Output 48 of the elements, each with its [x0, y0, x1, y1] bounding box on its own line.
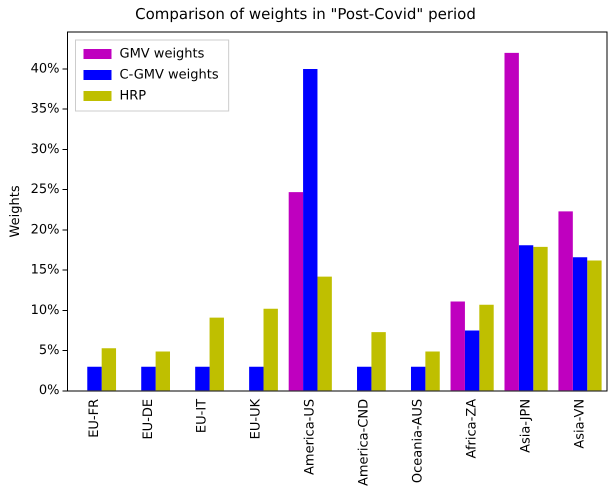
chart-title: Comparison of weights in "Post-Covid" period	[135, 4, 476, 23]
bar	[425, 351, 440, 390]
y-tick-label: 10%	[30, 302, 60, 318]
bar	[479, 304, 494, 390]
legend-label: HRP	[119, 88, 146, 104]
bar	[533, 246, 548, 390]
bar	[464, 330, 480, 390]
x-tick-label: America-US	[302, 398, 318, 475]
bar	[518, 245, 534, 390]
x-tick-label: EU-IT	[194, 398, 210, 434]
bar	[317, 276, 332, 390]
y-tick-label: 30%	[30, 142, 60, 157]
bar	[558, 211, 573, 390]
y-tick-label: 25%	[30, 182, 60, 198]
x-tick-label: Oceania-AUS	[410, 398, 426, 484]
bar	[587, 260, 602, 390]
x-tick-label: EU-FR	[86, 398, 102, 438]
y-tick-label: 35%	[30, 102, 60, 117]
bar	[210, 318, 224, 390]
bar	[410, 366, 426, 390]
bar	[504, 52, 519, 390]
bar	[572, 257, 588, 390]
bar	[195, 366, 210, 390]
bar	[303, 69, 318, 390]
bar	[450, 302, 465, 390]
y-tick-label: 5%	[38, 343, 60, 358]
x-tick-label: EU-DE	[140, 398, 156, 440]
legend-label: C-GMV weights	[119, 67, 219, 82]
bar	[102, 348, 116, 390]
bar	[264, 308, 278, 390]
bar	[156, 351, 170, 390]
y-tick-label: 20%	[30, 222, 60, 238]
x-tick-label: Asia-JPN	[518, 398, 534, 453]
x-tick-label: America-CND	[356, 398, 372, 486]
bar	[249, 366, 264, 390]
y-axis-title: Weights	[8, 185, 24, 238]
bar	[141, 366, 156, 390]
y-tick-label: 0%	[38, 383, 60, 398]
y-tick-label: 40%	[30, 61, 60, 76]
x-tick-label: Africa-ZA	[464, 398, 480, 458]
legend-label: GMV weights	[119, 46, 205, 62]
bar	[371, 332, 386, 390]
bar	[357, 366, 372, 390]
bar	[288, 192, 304, 390]
bar	[87, 366, 102, 390]
x-tick-label: EU-UK	[248, 398, 264, 440]
x-tick-label: Asia-VN	[572, 398, 588, 449]
y-tick-label: 15%	[30, 262, 60, 278]
